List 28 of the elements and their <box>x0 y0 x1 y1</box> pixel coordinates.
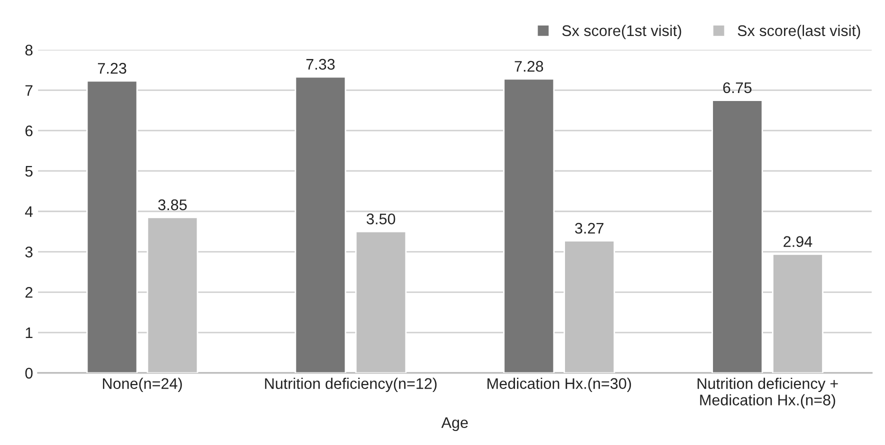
y-tick-label: 2 <box>25 287 32 298</box>
y-tick-label: 8 <box>25 44 33 56</box>
x-axis-title: Age <box>441 417 468 432</box>
x-tick-label: Medication Hx.(n=30) <box>488 378 631 392</box>
legend-label: Sx score(1st visit) <box>562 24 682 40</box>
data-label: 6.75 <box>723 82 752 94</box>
data-label: 7.23 <box>98 62 126 74</box>
x-tick-label: Nutrition deficiency + Medication Hx.(n=8) <box>698 378 838 408</box>
data-label: 7.33 <box>306 58 335 70</box>
x-tick-label: None(n=24) <box>102 378 182 392</box>
y-tick-label: 6 <box>25 125 33 136</box>
data-label: 3.27 <box>575 222 604 234</box>
bar <box>503 78 555 373</box>
y-tick-label: 1 <box>26 328 32 338</box>
y-tick-label: 7 <box>25 85 32 96</box>
bar <box>712 100 763 373</box>
y-tick-label: 0 <box>25 368 33 379</box>
data-label: 3.85 <box>158 199 187 210</box>
bar <box>294 76 346 373</box>
data-label: 7.28 <box>514 60 544 72</box>
y-tick-label: 5 <box>25 166 33 177</box>
x-tick-label: Nutrition deficiency(n=12) <box>265 378 437 392</box>
data-label: 3.50 <box>366 214 396 224</box>
bar <box>86 80 138 373</box>
legend-label: Sx score(last visit) <box>738 24 860 40</box>
y-tick-label: 3 <box>25 246 33 258</box>
data-label: 2.94 <box>784 236 812 247</box>
y-tick-label: 4 <box>25 206 33 217</box>
